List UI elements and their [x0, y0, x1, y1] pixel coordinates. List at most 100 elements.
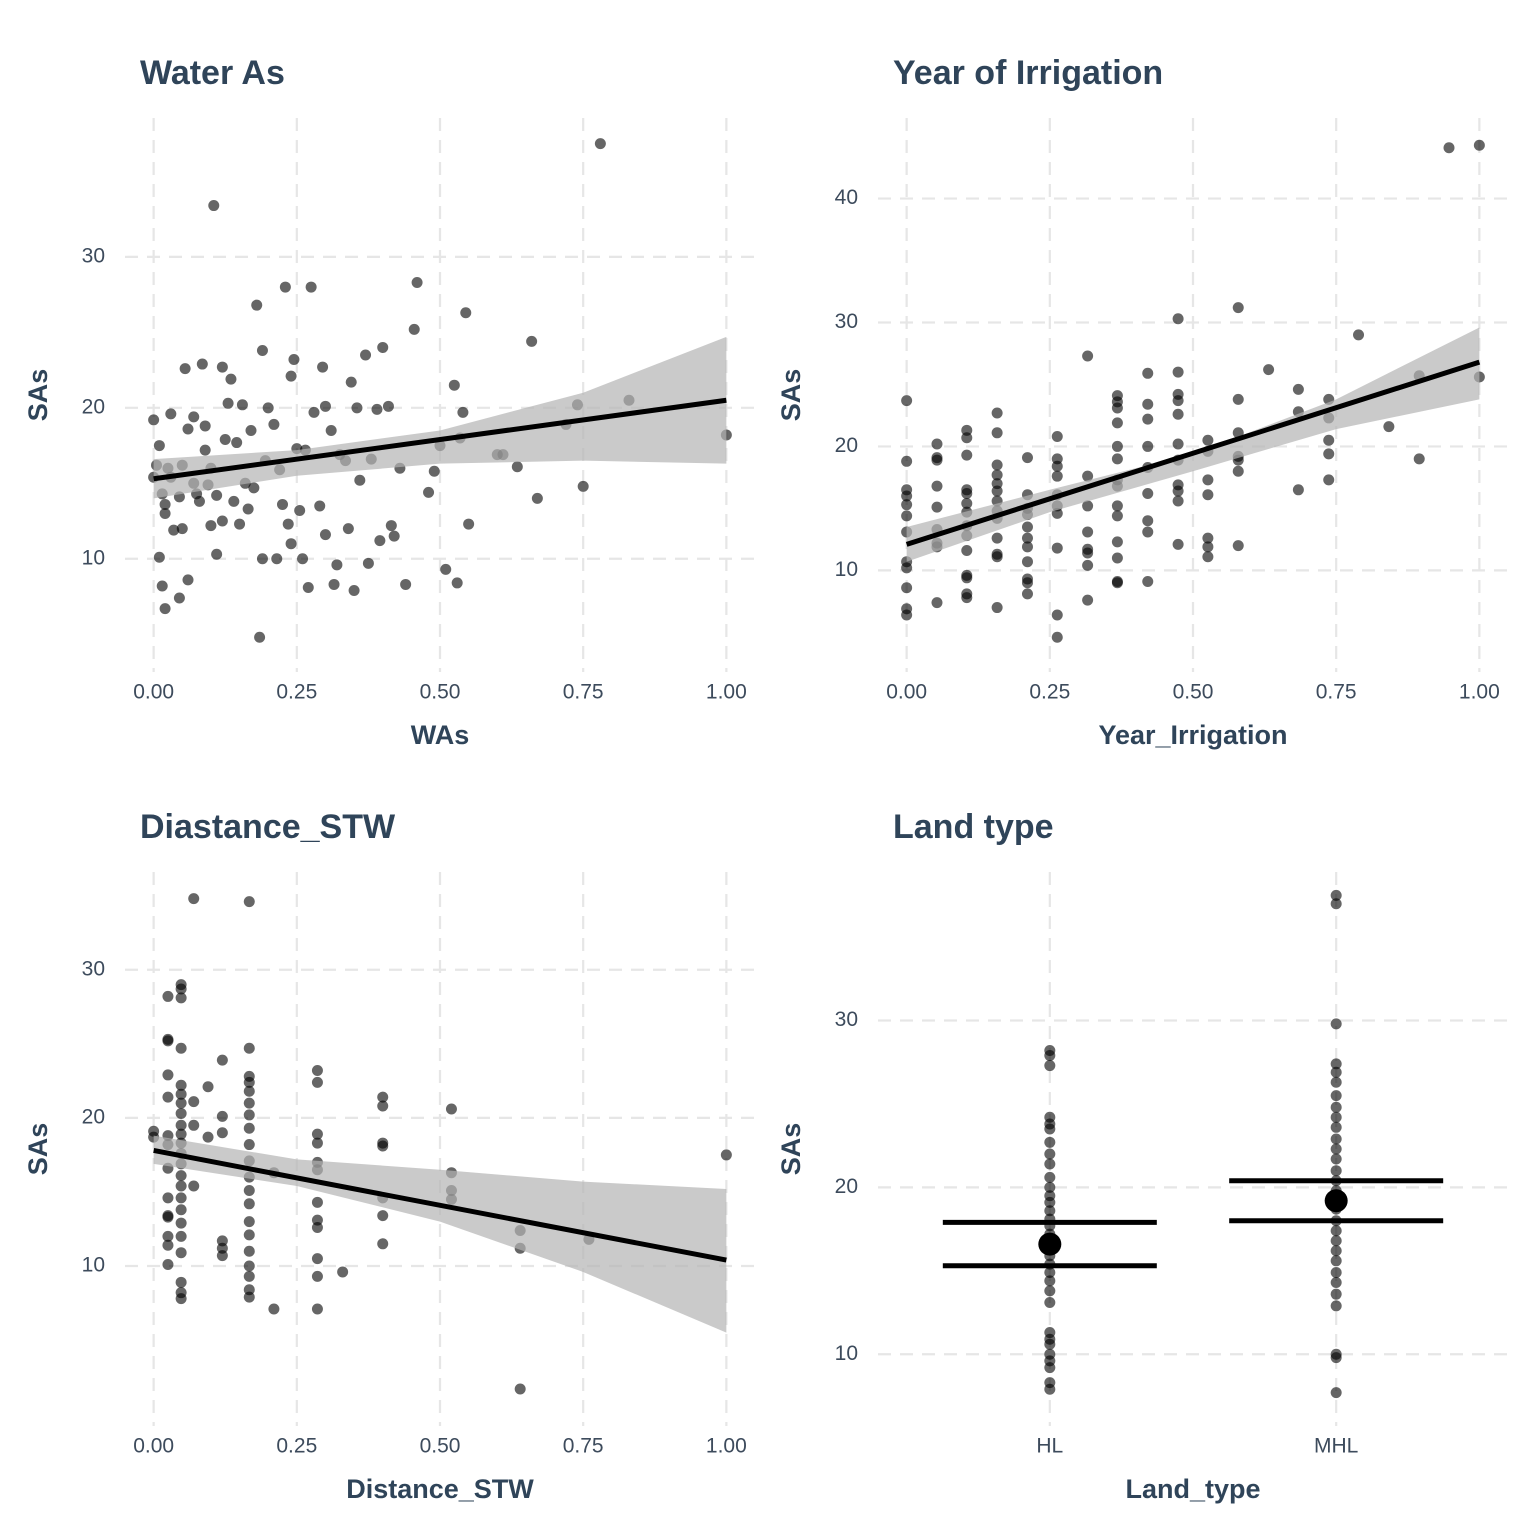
point	[1044, 1123, 1056, 1135]
point	[162, 1192, 174, 1204]
point	[1051, 609, 1063, 621]
y-axis-title: SAs	[776, 1123, 806, 1176]
x-tick-label: 0.50	[1173, 681, 1214, 704]
point	[991, 427, 1003, 439]
point	[514, 1383, 526, 1395]
point	[175, 1293, 187, 1305]
y-tick-label: 20	[82, 395, 105, 418]
point	[175, 1079, 187, 1091]
point	[1413, 453, 1425, 465]
point	[1051, 542, 1063, 554]
y-tick-label: 30	[835, 310, 858, 333]
point	[211, 489, 223, 501]
point	[1142, 488, 1154, 500]
point	[1172, 395, 1184, 407]
point	[159, 603, 171, 615]
point	[1330, 1288, 1342, 1300]
point	[377, 341, 389, 353]
point	[277, 498, 288, 510]
point	[242, 503, 254, 515]
point	[311, 1076, 323, 1088]
point	[526, 335, 538, 347]
point	[1172, 408, 1184, 420]
point	[377, 1210, 389, 1222]
x-tick-label: 0.50	[420, 681, 461, 704]
point	[1051, 470, 1063, 482]
point	[225, 373, 237, 385]
point	[243, 1216, 255, 1228]
point	[162, 1230, 174, 1242]
panel-title: Year of Irrigation	[893, 54, 1163, 92]
point	[285, 370, 297, 382]
point	[243, 1042, 255, 1054]
mean-point	[1324, 1189, 1348, 1213]
point	[173, 592, 185, 604]
point	[1330, 1387, 1342, 1399]
point	[577, 480, 589, 492]
point	[382, 400, 394, 412]
point	[1021, 532, 1033, 544]
point	[162, 1091, 174, 1103]
point	[961, 572, 973, 584]
point	[256, 344, 268, 356]
y-tick-label: 30	[835, 1008, 858, 1031]
point	[901, 499, 913, 511]
point	[282, 518, 294, 530]
point	[531, 492, 543, 504]
y-axis-title: SAs	[776, 369, 806, 422]
x-tick-label: 1.00	[706, 681, 747, 704]
point	[463, 518, 475, 530]
point	[243, 1122, 255, 1134]
y-tick-label: 10	[835, 558, 858, 581]
point	[193, 495, 205, 507]
point	[216, 515, 228, 527]
point	[1383, 421, 1395, 433]
point	[720, 1149, 732, 1161]
point	[311, 1270, 323, 1282]
point	[175, 1276, 187, 1288]
point	[162, 1211, 174, 1223]
point	[243, 1139, 255, 1151]
point	[1323, 434, 1335, 446]
y-tick-label: 10	[82, 1254, 105, 1277]
point	[1172, 495, 1184, 507]
point	[199, 444, 211, 456]
x-tick-label: 0.00	[886, 681, 927, 704]
point	[1021, 541, 1033, 553]
confidence-band	[906, 327, 1480, 562]
point	[297, 553, 309, 565]
point	[1330, 1245, 1342, 1257]
point	[1082, 470, 1094, 482]
x-axis-title: Year_Irrigation	[1098, 720, 1287, 750]
point	[1082, 350, 1094, 362]
point	[1330, 1300, 1342, 1312]
point	[196, 358, 208, 370]
point	[1082, 526, 1094, 538]
fit-line	[905, 359, 1481, 547]
x-tick-label: 0.50	[420, 1435, 461, 1458]
x-tick-label: 0.75	[563, 1435, 604, 1458]
panel-title: Diastance_STW	[140, 808, 396, 846]
point	[354, 474, 366, 486]
point	[268, 418, 280, 430]
point	[1323, 448, 1335, 460]
point	[931, 597, 943, 609]
point	[445, 1103, 457, 1115]
fit-line	[153, 1148, 727, 1263]
point	[511, 461, 523, 473]
point	[216, 1054, 228, 1066]
point	[162, 990, 174, 1002]
x-tick-label: 1.00	[1459, 681, 1500, 704]
point	[991, 407, 1003, 419]
point	[961, 592, 973, 604]
point	[931, 501, 943, 513]
point	[1111, 453, 1123, 465]
point	[271, 553, 283, 565]
point	[254, 631, 266, 643]
point	[1044, 1158, 1056, 1170]
point	[305, 281, 317, 293]
point	[377, 1091, 389, 1103]
y-tick-label: 20	[82, 1105, 105, 1128]
point	[175, 983, 187, 995]
